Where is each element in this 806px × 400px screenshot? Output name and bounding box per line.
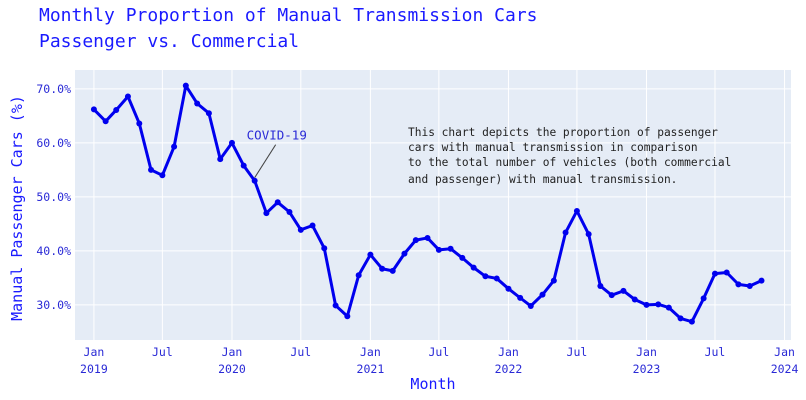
data-point	[124, 93, 131, 100]
x-tick-label: Jul	[705, 345, 726, 359]
x-axis-ticks: Jan 2019 Jul Jan 2020 Jul Jan 2021 Jul Jan 2022 Jul…	[80, 345, 798, 376]
chart-note-line-2: cars with manual transmission in compari…	[408, 141, 698, 154]
data-point	[735, 281, 742, 288]
data-point	[562, 229, 569, 236]
y-tick-label: 40.0%	[36, 244, 71, 258]
data-point	[758, 277, 765, 284]
data-point	[251, 177, 258, 184]
data-point	[297, 226, 304, 233]
data-point	[379, 265, 386, 272]
data-point	[102, 118, 109, 125]
data-point	[367, 251, 374, 258]
data-point	[435, 246, 442, 253]
data-point	[389, 267, 396, 274]
chart-title-line-2: Passenger vs. Commercial	[39, 31, 299, 52]
x-tick-year-label: 2022	[495, 362, 523, 376]
data-point	[228, 139, 235, 146]
x-tick-label: Jan	[498, 345, 519, 359]
data-point	[527, 302, 534, 309]
data-point	[263, 210, 270, 217]
y-tick-label: 70.0%	[36, 82, 71, 96]
x-tick-year-label: 2021	[357, 362, 385, 376]
y-axis-title: Manual Passenger Cars (%)	[8, 95, 26, 321]
x-tick-label: Jan	[774, 345, 795, 359]
data-point	[136, 120, 143, 127]
chart-title-line-1: Monthly Proportion of Manual Transmissio…	[39, 5, 538, 26]
data-point	[459, 254, 466, 261]
data-point	[711, 270, 718, 277]
data-point	[550, 277, 557, 284]
data-point	[665, 304, 672, 311]
data-point	[688, 318, 695, 325]
data-point	[344, 313, 351, 320]
data-point	[90, 106, 97, 113]
data-point	[412, 237, 419, 244]
data-point	[539, 291, 546, 298]
data-point	[643, 301, 650, 308]
annotation-arrow	[254, 144, 277, 178]
data-point	[517, 294, 524, 301]
data-point	[309, 222, 316, 229]
data-point	[597, 283, 604, 289]
x-axis-title: Month	[410, 375, 455, 393]
data-point	[631, 296, 638, 303]
gridlines	[75, 70, 791, 340]
data-point	[677, 315, 684, 322]
chart-note-line-3: to the total number of vehicles (both co…	[408, 156, 731, 169]
data-point	[746, 283, 753, 289]
data-point	[620, 287, 627, 294]
x-tick-label: Jan	[636, 345, 657, 359]
series-points	[90, 82, 765, 325]
annotation-covid-label: COVID-19	[247, 128, 307, 143]
data-point	[482, 273, 489, 280]
y-axis-ticks: 30.0% 40.0% 50.0% 60.0% 70.0%	[36, 82, 71, 312]
data-point	[240, 162, 247, 169]
data-point	[470, 264, 477, 271]
data-point	[205, 110, 212, 117]
data-point	[655, 301, 662, 308]
chart-note-line-1: This chart depicts the proportion of pas…	[408, 126, 718, 139]
data-point	[332, 302, 339, 309]
y-tick-label: 60.0%	[36, 136, 71, 150]
x-tick-year-label: 2019	[80, 362, 108, 376]
plot-area	[75, 70, 791, 340]
data-point	[159, 172, 166, 179]
data-point	[217, 156, 224, 163]
x-tick-year-label: 2023	[633, 362, 661, 376]
data-point	[182, 82, 189, 89]
x-tick-label: Jan	[360, 345, 381, 359]
chart-note-line-4: and passenger) with manual transmission.	[408, 173, 677, 186]
data-point	[194, 100, 201, 107]
x-tick-label: Jul	[567, 345, 588, 359]
data-point	[505, 285, 512, 292]
x-tick-year-label: 2020	[218, 362, 246, 376]
data-point	[723, 269, 730, 276]
data-point	[113, 106, 120, 113]
data-point	[148, 166, 155, 173]
data-point	[274, 199, 281, 206]
data-point	[700, 295, 707, 302]
data-point	[401, 250, 408, 257]
x-tick-label: Jan	[84, 345, 105, 359]
data-point	[573, 207, 580, 214]
data-point	[493, 275, 500, 282]
data-point	[585, 231, 592, 238]
x-tick-year-label: 2024	[771, 362, 799, 376]
y-tick-label: 50.0%	[36, 190, 71, 204]
data-point	[171, 143, 178, 150]
data-point	[608, 292, 615, 299]
x-tick-label: Jul	[428, 345, 449, 359]
data-point	[286, 209, 293, 216]
x-tick-label: Jul	[290, 345, 311, 359]
data-point	[447, 245, 454, 252]
x-tick-label: Jan	[222, 345, 243, 359]
data-point	[321, 245, 328, 252]
data-point	[424, 234, 431, 241]
x-tick-label: Jul	[152, 345, 173, 359]
y-tick-label: 30.0%	[36, 298, 71, 312]
data-point	[355, 272, 362, 279]
